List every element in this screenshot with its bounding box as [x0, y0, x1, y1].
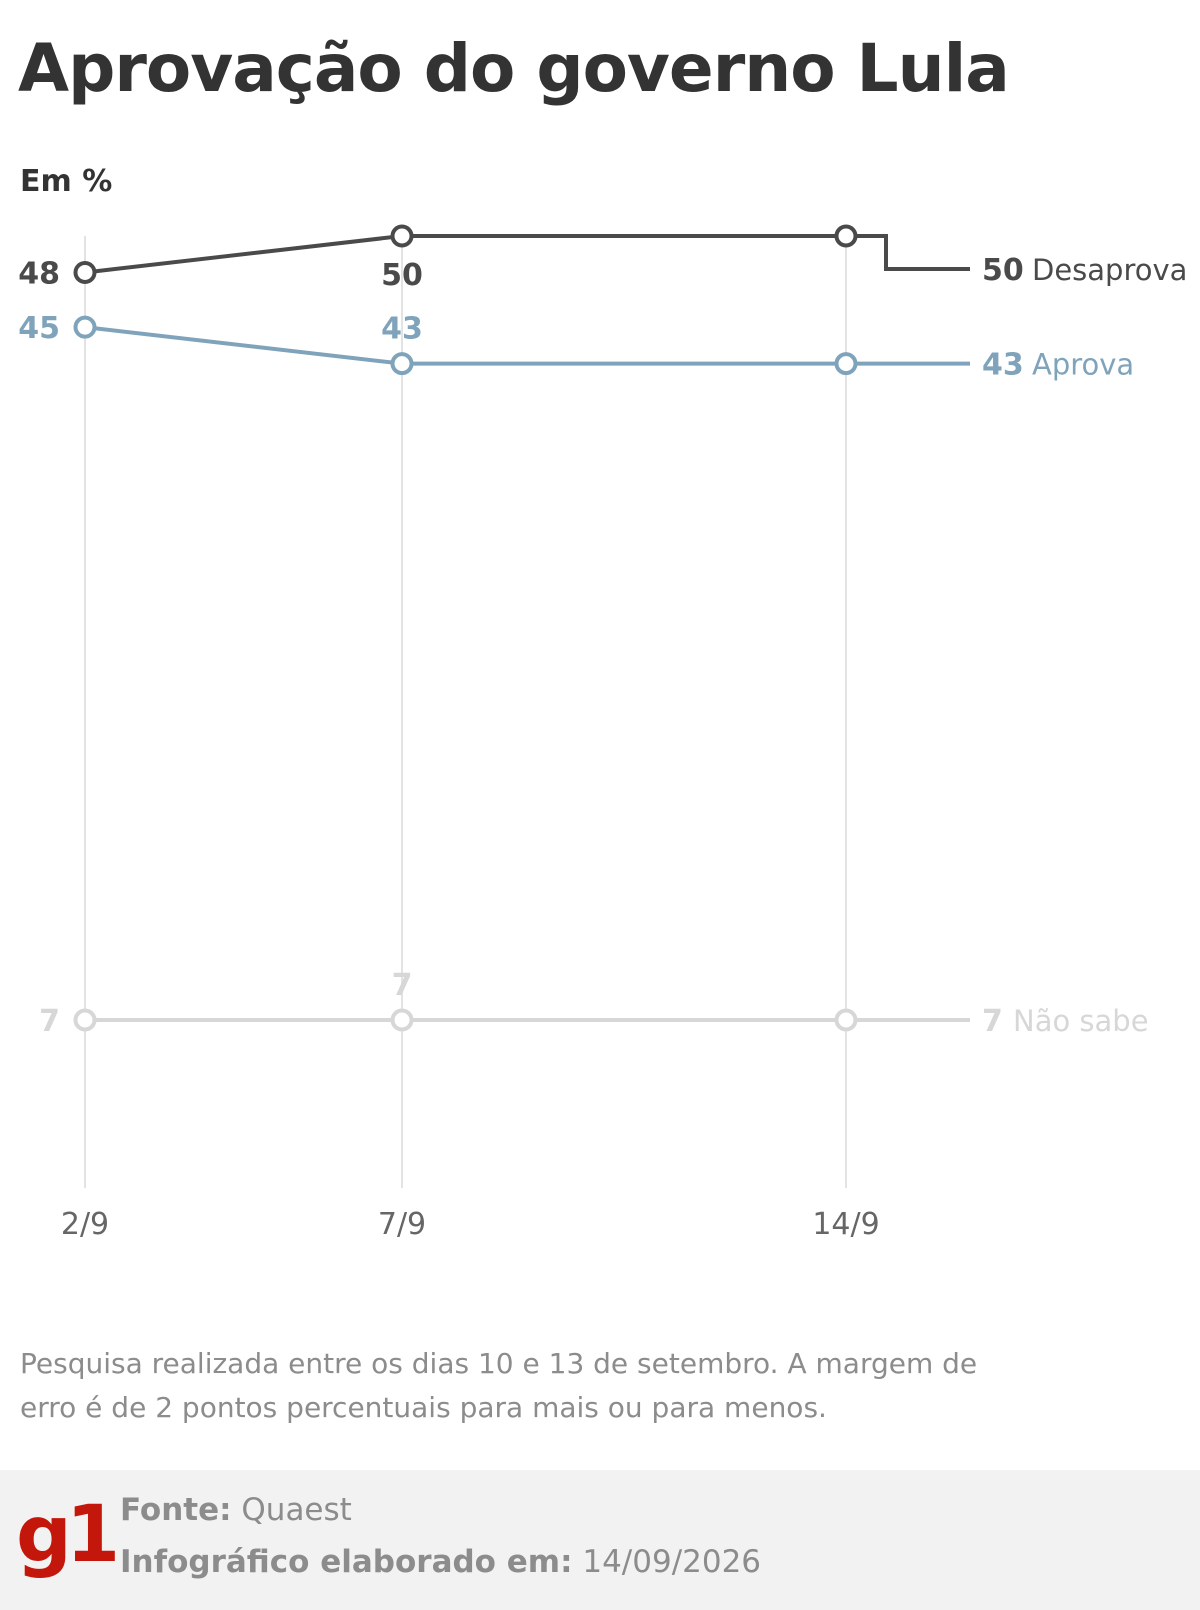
data-point	[73, 315, 97, 339]
source-label: Fonte:	[120, 1492, 232, 1528]
data-point	[834, 1008, 858, 1032]
data-label: 43	[381, 312, 423, 347]
data-point	[834, 224, 858, 248]
end-value-label: 43	[982, 348, 1024, 383]
unit-label: Em %	[20, 164, 113, 199]
end-value-label: 50	[982, 253, 1024, 288]
survey-note: Pesquisa realizada entre os dias 10 e 13…	[20, 1347, 978, 1424]
series-name-label: Aprova	[1032, 348, 1134, 382]
data-point	[390, 1008, 414, 1032]
date-value: 14/09/2026	[582, 1544, 762, 1580]
date-line: Infográfico elaborado em: 14/09/2026	[120, 1544, 761, 1580]
data-label: 50	[381, 258, 423, 293]
series-line-1	[84, 234, 970, 275]
data-label: 45	[18, 311, 60, 346]
data-point	[390, 352, 414, 376]
x-tick-label: 7/9	[378, 1207, 426, 1242]
source-line: Fonte: Quaest	[120, 1492, 352, 1528]
series-name-label: Não sabe	[1013, 1004, 1149, 1038]
data-label: 48	[18, 256, 60, 291]
end-value-label: 7	[982, 1004, 1003, 1039]
date-label: Infográfico elaborado em:	[120, 1544, 573, 1580]
g1-logo: g1	[16, 1490, 120, 1580]
data-label: 7	[39, 1004, 60, 1039]
x-tick-label: 2/9	[61, 1207, 109, 1242]
data-point	[834, 352, 858, 376]
series-name-label: Desaprova	[1032, 253, 1187, 287]
source-value: Quaest	[241, 1492, 352, 1528]
data-point	[73, 260, 97, 284]
data-label: 7	[392, 968, 413, 1003]
data-point	[390, 224, 414, 248]
footer: g1 Fonte: Quaest Infográfico elaborado e…	[0, 1470, 1200, 1610]
x-tick-label: 14/9	[812, 1207, 879, 1242]
chart-title: Aprovação do governo Lula	[18, 30, 1010, 107]
series-line-2	[84, 325, 970, 366]
data-point	[73, 1008, 97, 1032]
